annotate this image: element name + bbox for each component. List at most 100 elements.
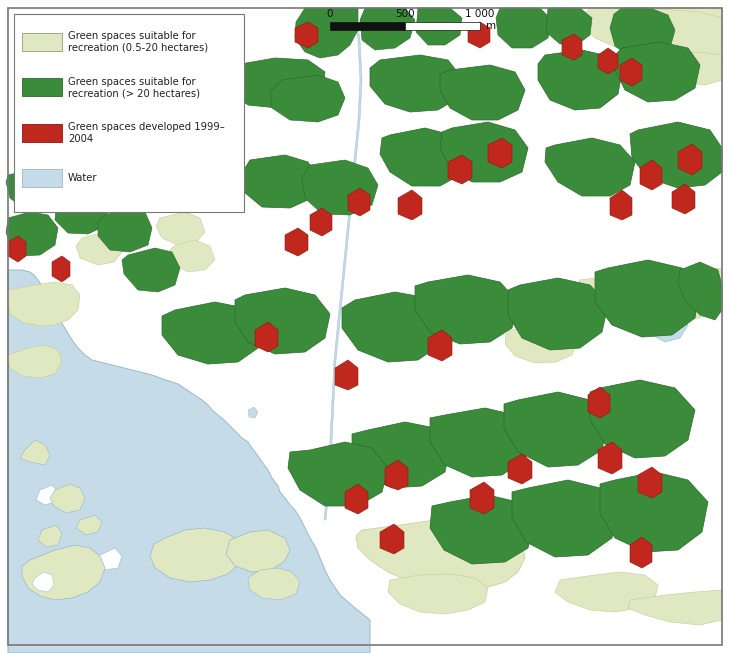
Polygon shape (640, 160, 662, 190)
Polygon shape (6, 212, 58, 256)
Bar (22, 78, 62, 97)
Polygon shape (352, 422, 450, 488)
Polygon shape (248, 568, 300, 600)
Polygon shape (6, 168, 70, 212)
Polygon shape (310, 208, 332, 236)
Bar (14, 14, 244, 212)
Polygon shape (235, 288, 330, 354)
Polygon shape (610, 190, 632, 220)
Bar (405, 22, 480, 30)
Text: m: m (486, 21, 496, 31)
Polygon shape (508, 454, 532, 484)
Polygon shape (335, 360, 358, 390)
Polygon shape (242, 155, 318, 208)
Polygon shape (638, 467, 662, 498)
Polygon shape (150, 528, 242, 582)
Polygon shape (255, 322, 278, 352)
Polygon shape (678, 262, 722, 320)
Polygon shape (356, 518, 525, 590)
Polygon shape (615, 42, 700, 102)
Polygon shape (600, 472, 708, 552)
Polygon shape (36, 485, 58, 505)
Polygon shape (22, 545, 105, 600)
Polygon shape (555, 572, 658, 612)
Text: Green spaces suitable for
recreation (> 20 hectares): Green spaces suitable for recreation (> … (68, 76, 200, 98)
Polygon shape (226, 530, 290, 572)
Polygon shape (50, 484, 85, 513)
Polygon shape (575, 268, 722, 320)
Polygon shape (55, 192, 108, 234)
Polygon shape (555, 8, 722, 15)
Polygon shape (8, 270, 370, 653)
Polygon shape (348, 188, 370, 216)
Polygon shape (32, 572, 54, 592)
Polygon shape (595, 505, 628, 530)
Polygon shape (8, 282, 80, 326)
Polygon shape (672, 184, 695, 214)
Polygon shape (388, 574, 488, 614)
Polygon shape (96, 548, 122, 570)
Polygon shape (588, 387, 610, 418)
Polygon shape (270, 75, 345, 122)
Polygon shape (545, 138, 635, 196)
Polygon shape (546, 8, 592, 44)
Polygon shape (582, 8, 722, 65)
Polygon shape (595, 260, 700, 337)
Polygon shape (448, 155, 472, 184)
Polygon shape (168, 240, 215, 272)
Polygon shape (678, 144, 702, 175)
Polygon shape (538, 50, 622, 110)
Bar (22, 124, 62, 142)
Polygon shape (488, 138, 512, 168)
Polygon shape (430, 408, 530, 477)
Polygon shape (470, 482, 494, 514)
Polygon shape (508, 278, 608, 350)
Polygon shape (468, 22, 490, 48)
Text: 0: 0 (327, 9, 334, 19)
Polygon shape (248, 407, 258, 418)
Polygon shape (496, 8, 552, 48)
Polygon shape (302, 160, 378, 215)
Polygon shape (650, 52, 722, 85)
Polygon shape (52, 256, 70, 282)
Polygon shape (360, 8, 415, 50)
Polygon shape (648, 305, 688, 342)
Bar (22, 169, 62, 187)
Polygon shape (288, 442, 388, 506)
Polygon shape (598, 442, 622, 474)
Polygon shape (8, 236, 26, 262)
Text: Green spaces developed 1999–
2004: Green spaces developed 1999– 2004 (68, 122, 225, 144)
Bar (330, 22, 405, 30)
Polygon shape (342, 292, 445, 362)
Polygon shape (428, 330, 452, 361)
Polygon shape (416, 8, 462, 45)
Polygon shape (156, 212, 205, 245)
Polygon shape (385, 460, 408, 490)
Polygon shape (76, 515, 102, 535)
Polygon shape (505, 325, 578, 363)
Polygon shape (610, 8, 675, 58)
Polygon shape (630, 537, 652, 568)
Polygon shape (598, 48, 618, 74)
Polygon shape (295, 22, 318, 48)
Polygon shape (285, 228, 308, 256)
Polygon shape (38, 525, 62, 547)
Polygon shape (76, 232, 122, 265)
Polygon shape (370, 55, 462, 112)
Text: 1 000: 1 000 (465, 9, 495, 19)
Text: Water: Water (68, 174, 98, 183)
Polygon shape (440, 122, 528, 182)
Polygon shape (345, 484, 368, 514)
Bar (22, 33, 62, 51)
Polygon shape (415, 275, 518, 344)
Polygon shape (295, 8, 358, 58)
Polygon shape (380, 128, 465, 186)
Polygon shape (20, 440, 50, 465)
Polygon shape (98, 208, 152, 252)
Polygon shape (122, 248, 180, 292)
Polygon shape (608, 8, 722, 48)
Polygon shape (562, 34, 582, 60)
Text: 500: 500 (395, 9, 415, 19)
Polygon shape (8, 345, 62, 378)
Polygon shape (620, 58, 642, 86)
